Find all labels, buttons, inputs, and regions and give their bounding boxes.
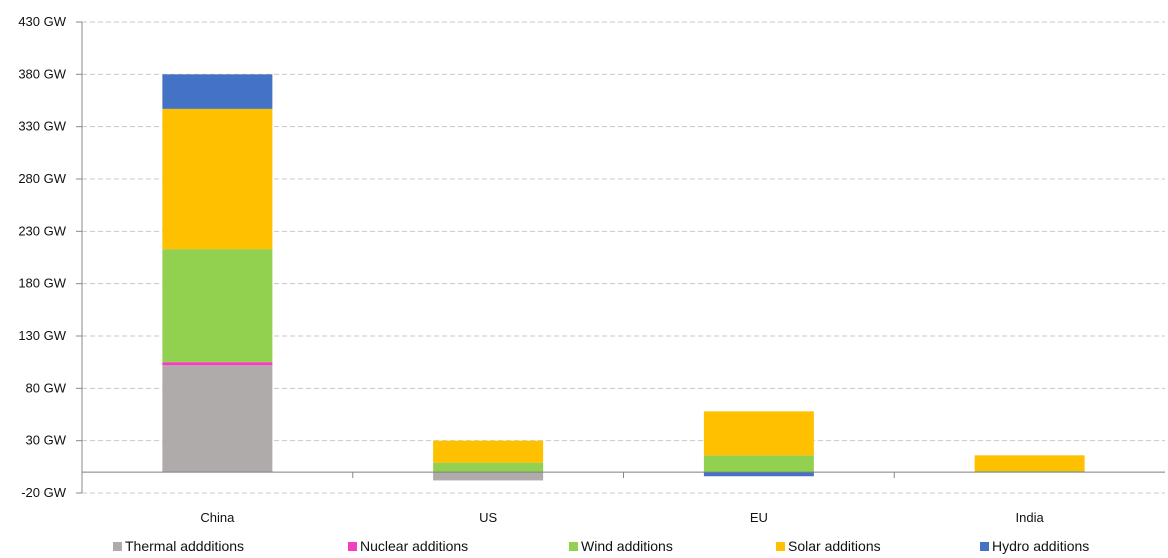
axis-layer (76, 21, 895, 494)
legend-item: Solar additions (776, 538, 881, 554)
legend-item: Wind additions (569, 538, 673, 554)
bar-segment-solar-additions-china (162, 108, 273, 250)
bar-segment-solar-additions-india (974, 455, 1085, 472)
y-tick-label: 230 GW (18, 223, 66, 238)
y-tick-label: 430 GW (18, 14, 66, 29)
y-tick-label: 330 GW (18, 119, 66, 134)
legend-swatch (569, 542, 578, 551)
y-tick-label: 130 GW (18, 328, 66, 343)
bar-segment-nuclear-additions-china (162, 362, 273, 366)
legend: Thermal addditions Nuclear additions Wind … (113, 538, 1089, 554)
bar-segment-wind-additions-eu (703, 455, 814, 473)
bars-layer (162, 74, 1085, 481)
legend-label: Solar additions (788, 538, 881, 554)
legend-item: Thermal addditions (113, 538, 244, 554)
bar-segment-thermal-addditions-us (433, 472, 544, 481)
bar-segment-wind-additions-us (433, 462, 544, 473)
legend-label: Thermal addditions (125, 538, 244, 554)
bar-segment-wind-additions-india (974, 471, 1085, 473)
y-tick-label: 280 GW (18, 171, 66, 186)
y-tick-label: 380 GW (18, 66, 66, 81)
y-tick-label: 80 GW (26, 380, 67, 395)
bar-segment-wind-additions-china (162, 249, 273, 363)
bar-segment-solar-additions-eu (703, 411, 814, 456)
legend-swatch (776, 542, 785, 551)
y-tick-label: 30 GW (26, 433, 67, 448)
x-category-label: China (200, 510, 235, 525)
y-tick-label: -20 GW (21, 485, 67, 500)
bar-segment-solar-additions-us (433, 440, 544, 463)
x-category-label: EU (750, 510, 768, 525)
legend-swatch (113, 542, 122, 551)
bar-segment-hydro-additions-eu (703, 472, 814, 477)
y-tick-label: 180 GW (18, 276, 66, 291)
legend-label: Nuclear additions (360, 538, 468, 554)
legend-swatch (980, 542, 989, 551)
legend-label: Hydro additions (992, 538, 1089, 554)
legend-swatch (348, 542, 357, 551)
x-category-label: US (479, 510, 497, 525)
labels-layer: -20 GW 30 GW 80 GW 130 GW 180 GW 230 GW 280 GW… (18, 14, 1044, 525)
bar-segment-hydro-additions-china (162, 74, 273, 109)
legend-label: Wind additions (581, 538, 673, 554)
legend-item: Hydro additions (980, 538, 1089, 554)
x-category-label: India (1016, 510, 1045, 525)
bar-segment-thermal-addditions-china (162, 365, 273, 473)
legend-item: Nuclear additions (348, 538, 468, 554)
